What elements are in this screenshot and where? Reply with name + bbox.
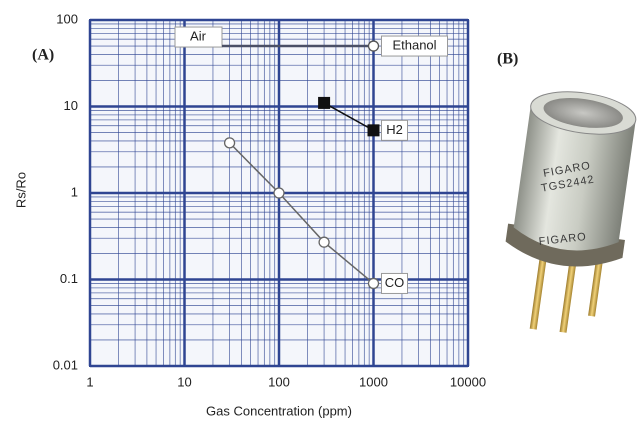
marker: [274, 188, 284, 198]
y-tick-label: 10: [64, 98, 78, 113]
y-tick-label: 0.01: [53, 357, 78, 372]
annotation: Air: [190, 28, 207, 43]
series-label: H2: [386, 122, 403, 137]
sensor-photo: FIGARO TGS2442 FIGARO: [494, 85, 643, 340]
marker: [368, 124, 380, 136]
sensor-pin: [560, 263, 577, 333]
y-axis-label: Rs/Ro: [13, 172, 28, 208]
marker: [225, 138, 235, 148]
figure: Air Ethanol H2 CO (A) (B) Rs/Ro Gas Concent…: [0, 0, 643, 425]
y-tick-label: 1: [71, 184, 78, 199]
x-tick-label: 1: [86, 374, 93, 389]
series-label: Ethanol: [392, 37, 436, 52]
plot-area: Air Ethanol H2 CO: [90, 20, 468, 366]
x-tick-label: 10000: [450, 374, 486, 389]
panel-label: (A): [32, 47, 54, 64]
y-tick-label: 100: [56, 11, 78, 26]
x-tick-label: 1000: [359, 374, 388, 389]
marker: [319, 237, 329, 247]
marker: [318, 97, 330, 109]
sensor-pin: [530, 251, 548, 329]
marker: [369, 278, 379, 288]
x-axis-label: Gas Concentration (ppm): [206, 403, 352, 418]
panel-label: (B): [497, 51, 518, 68]
series-label: CO: [385, 275, 405, 290]
y-tick-label: 0.1: [60, 271, 78, 286]
x-tick-label: 10: [177, 374, 191, 389]
marker: [369, 41, 379, 51]
x-tick-label: 100: [268, 374, 290, 389]
